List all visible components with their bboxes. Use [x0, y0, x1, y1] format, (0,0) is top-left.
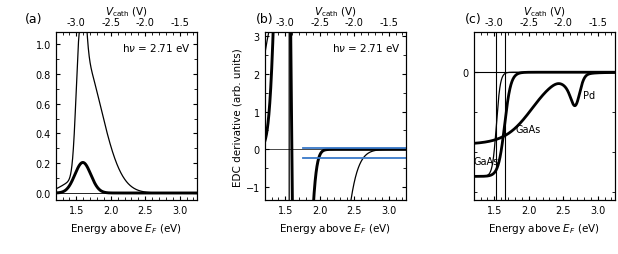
X-axis label: Energy above $E_{F}$ (eV): Energy above $E_{F}$ (eV) — [70, 221, 182, 235]
X-axis label: Energy above $E_{F}$ (eV): Energy above $E_{F}$ (eV) — [279, 221, 391, 235]
Text: GaAs: GaAs — [473, 157, 499, 167]
Text: h$\nu$ = 2.71 eV: h$\nu$ = 2.71 eV — [331, 41, 400, 53]
Text: h$\nu$ = 2.71 eV: h$\nu$ = 2.71 eV — [122, 41, 191, 53]
Y-axis label: EDC derivative (arb. units): EDC derivative (arb. units) — [233, 48, 243, 186]
Text: GaAs: GaAs — [515, 125, 540, 135]
Text: Pd: Pd — [583, 90, 595, 101]
X-axis label: Energy above $E_{F}$ (eV): Energy above $E_{F}$ (eV) — [488, 221, 600, 235]
Text: (b): (b) — [256, 13, 274, 26]
X-axis label: $V_{\rm cath}$ (V): $V_{\rm cath}$ (V) — [314, 6, 357, 19]
X-axis label: $V_{\rm cath}$ (V): $V_{\rm cath}$ (V) — [523, 6, 565, 19]
Text: (a): (a) — [25, 13, 42, 26]
X-axis label: $V_{\rm cath}$ (V): $V_{\rm cath}$ (V) — [105, 6, 148, 19]
Text: (c): (c) — [465, 13, 482, 26]
